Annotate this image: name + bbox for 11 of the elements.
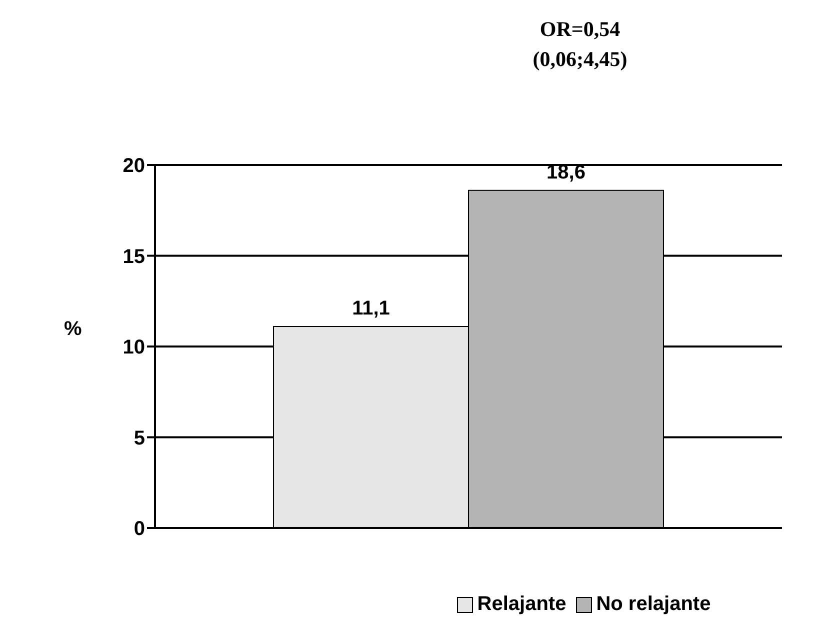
legend-label: No relajante	[595, 593, 711, 616]
data-label: 11,1	[352, 298, 390, 320]
y-axis-title: %	[64, 318, 82, 341]
chart-title: OR=0,54	[538, 16, 622, 43]
chart-subtitle: (0,06;4,45)	[532, 46, 628, 73]
y-tick-label: 20	[122, 155, 145, 178]
y-tick-label: 10	[122, 336, 145, 359]
legend-label: Relajante	[476, 593, 566, 616]
y-tick-label: 5	[134, 427, 145, 450]
y-tick-label: 0	[134, 518, 145, 540]
y-tick-label: 15	[122, 246, 145, 268]
